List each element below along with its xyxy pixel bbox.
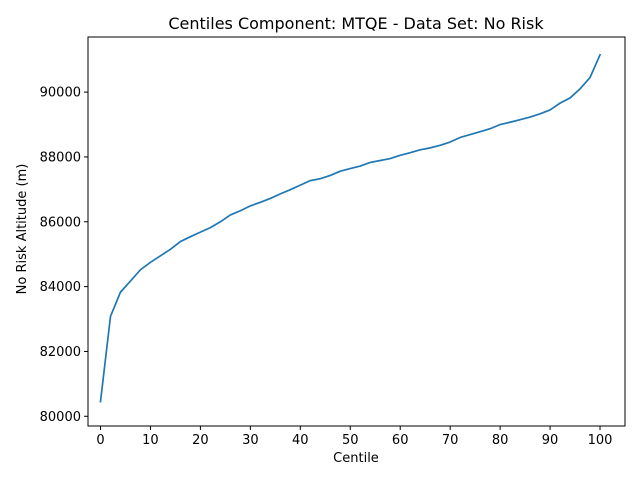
x-tick-label: 20 bbox=[192, 433, 209, 448]
x-tick-label: 10 bbox=[142, 433, 159, 448]
y-tick-label: 84000 bbox=[40, 280, 81, 295]
y-axis: 80000 82000 84000 86000 88000 90000 bbox=[40, 86, 88, 425]
x-tick-label: 30 bbox=[242, 433, 259, 448]
x-tick-label: 0 bbox=[96, 433, 104, 448]
x-tick-label: 70 bbox=[442, 433, 459, 448]
x-tick-label: 90 bbox=[542, 433, 559, 448]
y-tick-label: 82000 bbox=[40, 345, 81, 360]
y-tick-label: 90000 bbox=[40, 86, 81, 101]
axes-frame bbox=[87, 36, 626, 427]
x-tick-label: 40 bbox=[292, 433, 309, 448]
y-tick-label: 86000 bbox=[40, 215, 81, 230]
y-axis-title: No Risk Altitude (m) bbox=[15, 164, 30, 295]
series-line-0 bbox=[99, 53, 602, 403]
x-tick-label: 100 bbox=[588, 433, 613, 448]
y-tick-label: 88000 bbox=[40, 150, 81, 165]
y-tick-label: 80000 bbox=[40, 410, 81, 425]
x-tick-label: 60 bbox=[392, 433, 409, 448]
x-axis: 0 10 20 30 40 50 60 70 80 90 100 bbox=[96, 426, 612, 448]
x-tick-label: 50 bbox=[342, 433, 359, 448]
x-tick-label: 80 bbox=[492, 433, 509, 448]
plot-area bbox=[87, 36, 626, 427]
chart-title: Centiles Component: MTQE - Data Set: No … bbox=[168, 14, 544, 33]
x-axis-title: Centile bbox=[333, 451, 379, 466]
